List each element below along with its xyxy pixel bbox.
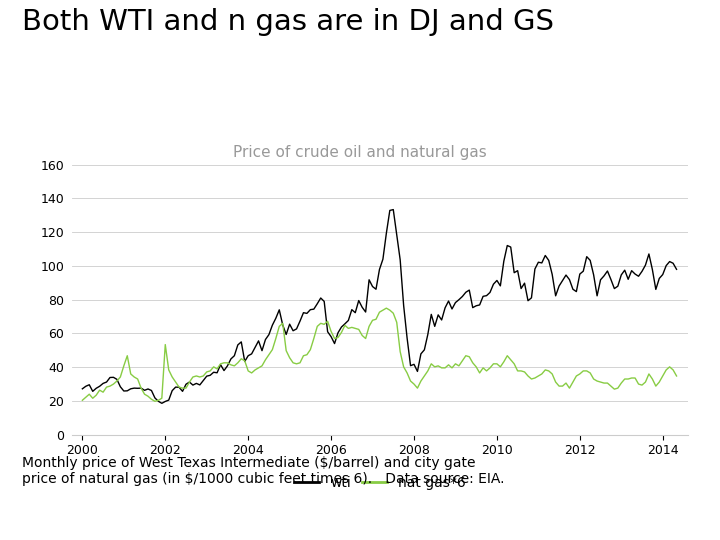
- Text: Price of crude oil and natural gas: Price of crude oil and natural gas: [233, 145, 487, 160]
- Text: Both WTI and n gas are in DJ and GS: Both WTI and n gas are in DJ and GS: [22, 8, 554, 36]
- Text: Monthly price of West Texas Intermediate ($/barrel) and city gate
price of natur: Monthly price of West Texas Intermediate…: [22, 456, 504, 487]
- Legend: wti, nat gas*6: wti, nat gas*6: [288, 470, 472, 495]
